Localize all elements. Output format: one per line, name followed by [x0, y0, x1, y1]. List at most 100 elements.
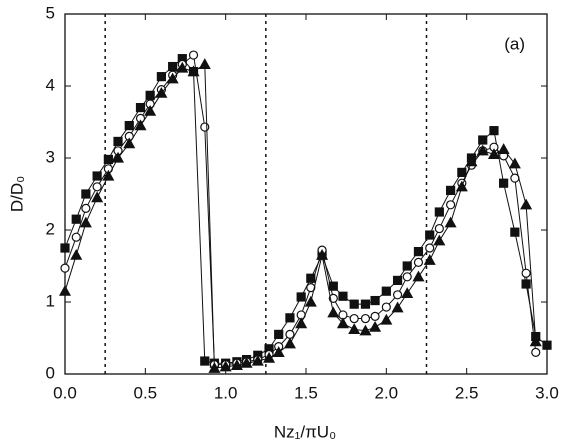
triangle-marker — [401, 287, 414, 298]
circle-marker — [188, 50, 199, 60]
triangle-marker — [520, 198, 533, 210]
y-tick-label: 5 — [46, 3, 55, 22]
circle-marker — [392, 290, 403, 300]
circle-marker — [425, 243, 435, 253]
square-marker — [510, 227, 520, 237]
triangle-marker — [144, 104, 157, 116]
y-tick-label: 1 — [46, 291, 55, 310]
x-tick-label: 1.0 — [214, 383, 238, 402]
circle-marker — [521, 268, 531, 278]
square-marker — [489, 126, 499, 136]
triangle-marker — [423, 254, 436, 265]
circle-marker — [200, 122, 210, 132]
square-marker — [392, 275, 403, 285]
square-marker — [200, 356, 210, 366]
square-marker — [402, 261, 412, 271]
x-tick-label: 3.0 — [535, 383, 559, 402]
square-marker — [306, 273, 316, 283]
square-marker — [349, 299, 359, 309]
x-tick-label: 0.5 — [134, 383, 158, 402]
circle-marker — [71, 232, 81, 242]
square-marker — [135, 102, 146, 113]
triangle-marker — [444, 216, 457, 228]
triangle-marker — [166, 72, 179, 84]
triangle-marker — [134, 119, 147, 131]
square-marker — [124, 120, 134, 131]
square-marker — [156, 72, 166, 82]
square-marker — [71, 214, 81, 224]
triangle-marker — [187, 65, 200, 77]
y-tick-label: 2 — [46, 219, 55, 238]
triangle-marker — [102, 169, 115, 181]
square-marker — [81, 189, 91, 199]
triangle-marker — [348, 323, 361, 334]
triangle-marker — [487, 148, 500, 159]
y-tick-label: 0 — [46, 363, 55, 382]
triangle-marker — [176, 61, 189, 73]
triangle-marker — [359, 324, 372, 336]
y-tick-label: 4 — [46, 75, 55, 94]
circle-marker — [360, 313, 371, 324]
triangle-marker — [198, 58, 211, 70]
y-tick-label: 3 — [46, 147, 55, 166]
triangle-marker — [208, 362, 221, 373]
square-marker — [113, 136, 123, 147]
square-marker — [381, 286, 391, 296]
circle-marker — [92, 182, 102, 192]
triangle-marker — [112, 151, 125, 163]
triangle-marker — [336, 317, 349, 329]
square-marker — [542, 340, 552, 350]
triangle-marker — [91, 191, 104, 203]
square-marker — [60, 243, 70, 253]
circle-marker — [81, 203, 91, 213]
triangle-marker — [380, 313, 393, 325]
triangle-marker — [497, 143, 510, 154]
circle-marker — [370, 311, 380, 321]
circle-marker — [349, 313, 359, 324]
square-marker — [285, 313, 295, 323]
circle-marker — [285, 329, 295, 339]
triangle-marker — [219, 360, 232, 372]
square-marker — [168, 61, 178, 72]
triangle-marker — [316, 248, 329, 260]
triangle-marker — [230, 359, 243, 370]
triangle-marker — [529, 335, 542, 347]
triangle-marker — [327, 306, 340, 318]
triangle-marker — [455, 180, 468, 192]
square-marker — [457, 167, 467, 177]
triangle-marker — [369, 320, 382, 332]
triangle-marker — [465, 155, 478, 167]
triangle-marker — [283, 337, 296, 349]
x-tick-label: 2.0 — [375, 383, 399, 402]
square-marker — [338, 291, 348, 301]
triangle-marker — [155, 86, 168, 98]
square-marker — [521, 279, 531, 289]
circle-marker — [434, 223, 444, 234]
x-axis-label: Nz₁/πU₀ — [274, 422, 336, 441]
circle-marker — [413, 257, 424, 267]
triangle-marker — [412, 270, 425, 282]
square-marker — [499, 178, 509, 188]
triangle-marker — [58, 284, 72, 296]
y-axis-label: D/D₀ — [7, 176, 26, 212]
square-marker — [446, 185, 456, 195]
triangle-marker — [391, 301, 404, 313]
square-marker — [360, 299, 371, 309]
annotation: (a) — [504, 34, 525, 53]
triangle-marker — [433, 234, 446, 246]
circle-marker — [306, 283, 316, 293]
circle-marker — [402, 272, 412, 282]
square-marker — [145, 90, 155, 100]
square-marker — [434, 207, 444, 217]
triangle-marker — [263, 351, 276, 363]
square-marker — [478, 135, 488, 145]
triangle-marker — [272, 346, 285, 357]
triangle-marker — [240, 356, 253, 368]
x-tick-label: 1.5 — [294, 383, 318, 402]
square-marker — [413, 247, 424, 257]
triangle-marker — [79, 216, 92, 228]
plot-frame — [64, 13, 548, 375]
square-marker — [296, 292, 306, 302]
circle-marker — [60, 263, 70, 273]
